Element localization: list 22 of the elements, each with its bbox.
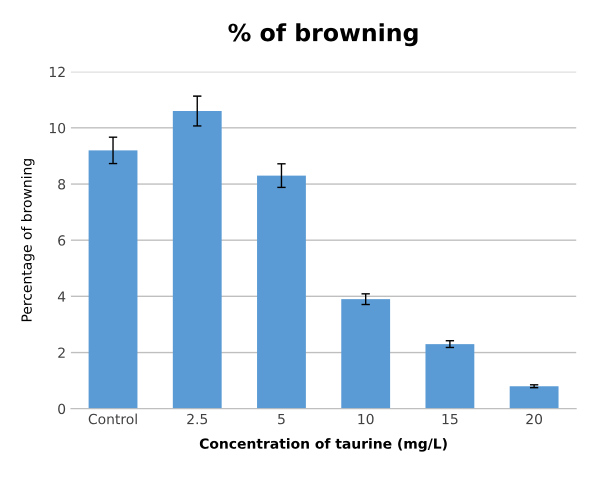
x-axis-title: Concentration of taurine (mg/L) bbox=[200, 438, 447, 452]
x-tick-label: 15 bbox=[442, 414, 458, 424]
bar bbox=[172, 111, 222, 409]
y-tick-label: 6 bbox=[58, 235, 66, 246]
y-tick-label: 12 bbox=[50, 66, 65, 77]
x-tick-label: 5 bbox=[278, 414, 285, 424]
x-tick-label: Control bbox=[88, 414, 137, 424]
y-tick-label: 10 bbox=[50, 122, 66, 134]
x-tick-label: 10 bbox=[358, 414, 374, 424]
y-tick-label: 2 bbox=[58, 347, 65, 358]
bar bbox=[425, 344, 474, 409]
bar bbox=[257, 176, 306, 409]
y-tick-label: 8 bbox=[58, 179, 66, 190]
x-tick-label: 20 bbox=[526, 414, 542, 424]
chart-title: % of browning bbox=[228, 23, 418, 46]
x-tick-label: 2.5 bbox=[187, 414, 208, 424]
bar bbox=[88, 150, 138, 409]
y-tick-label: 4 bbox=[58, 292, 66, 302]
bar bbox=[510, 386, 559, 409]
y-tick-label: 0 bbox=[58, 404, 66, 414]
y-axis-title: Percentage of browning bbox=[21, 159, 34, 322]
bar bbox=[341, 299, 390, 409]
